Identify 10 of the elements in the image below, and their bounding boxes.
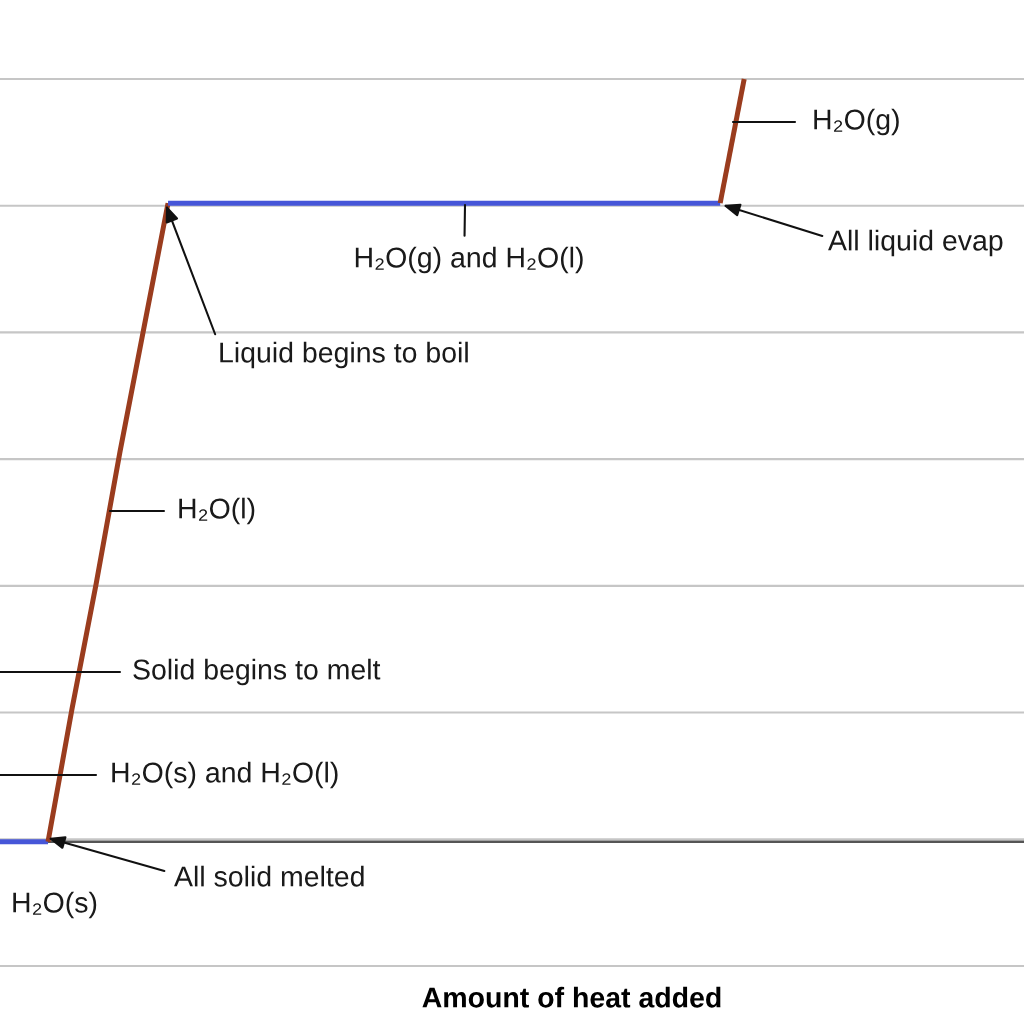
annotation: H₂O(s) bbox=[13, 891, 97, 919]
annotation: H₂O(l) bbox=[179, 497, 255, 525]
annotation: H₂O(g) and H₂O(l) bbox=[355, 246, 583, 274]
annotation: Solid begins to melt bbox=[133, 658, 381, 686]
annotation: Liquid begins to boil bbox=[220, 341, 468, 369]
text: All liquid evap bbox=[828, 229, 1003, 257]
annotation: All solid melted bbox=[174, 865, 364, 887]
x-axis-title: Amount of heat added bbox=[422, 986, 721, 1008]
text: H₂O(g) bbox=[814, 108, 899, 136]
annotation: H₂O(s) and H₂O(l) bbox=[112, 761, 338, 789]
